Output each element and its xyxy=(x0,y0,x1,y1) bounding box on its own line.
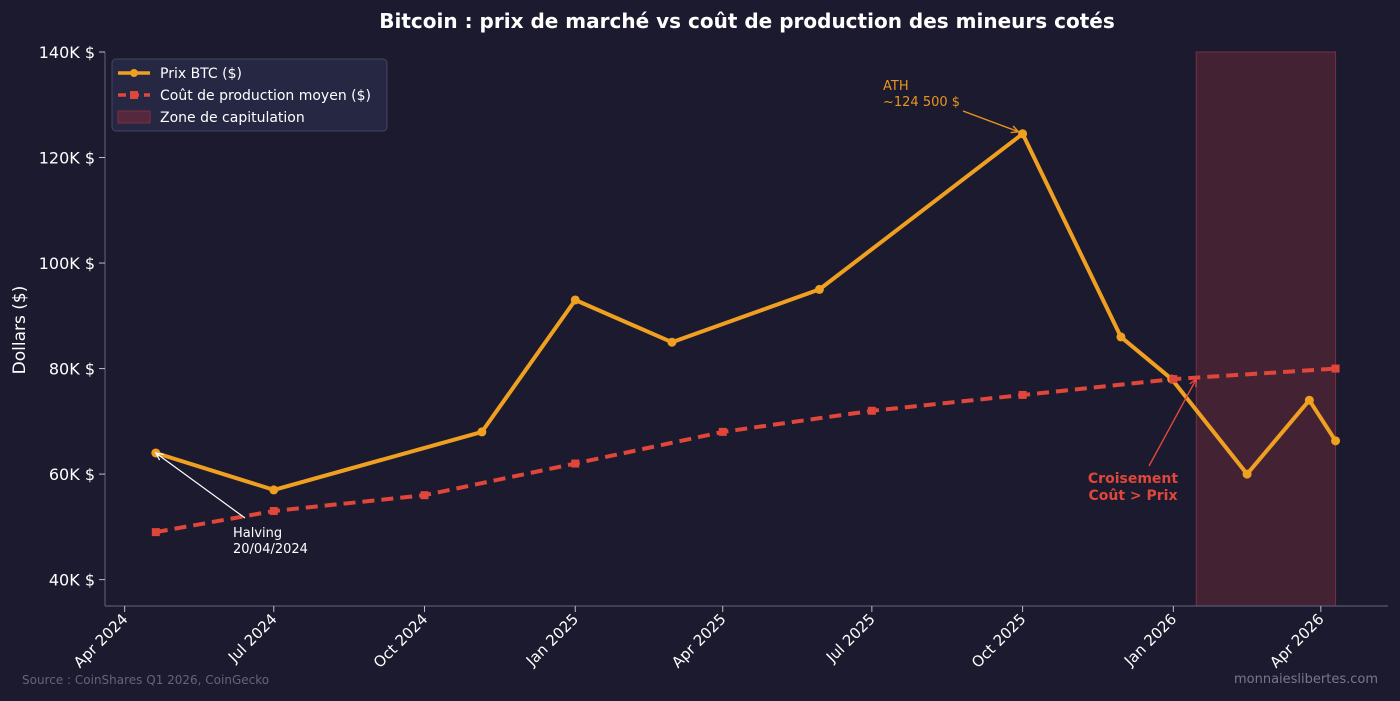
data-point xyxy=(571,459,580,468)
annotation-arrowhead xyxy=(154,452,164,461)
data-point xyxy=(420,491,429,500)
data-point xyxy=(867,406,876,415)
y-axis-label: Dollars ($) xyxy=(10,286,30,375)
y-tick-label: 140K $ xyxy=(39,43,95,62)
data-point xyxy=(269,507,278,516)
data-point xyxy=(1018,390,1027,399)
legend-marker xyxy=(130,69,138,77)
y-tick-label: 60K $ xyxy=(49,465,95,484)
annotation-halving: Halving 20/04/2024 xyxy=(233,526,308,557)
data-point xyxy=(718,427,727,436)
data-point xyxy=(1331,364,1340,373)
annotation-arrow xyxy=(962,110,1019,133)
legend-swatch-zone xyxy=(117,110,151,124)
y-tick-label: 120K $ xyxy=(39,149,95,168)
annotation-line: ~124 500 $ xyxy=(883,95,960,110)
data-point xyxy=(814,284,824,294)
legend: Prix BTC ($) Coût de production moyen ($)… xyxy=(111,58,388,132)
annotation-arrowhead xyxy=(1189,377,1198,388)
legend-marker xyxy=(130,91,138,99)
annotation-line: Coût > Prix xyxy=(1088,488,1177,504)
data-point xyxy=(570,295,580,305)
data-point xyxy=(1304,395,1314,405)
annotation-line: Croisement xyxy=(1088,471,1178,487)
data-point xyxy=(1331,436,1341,446)
capitulation-zone xyxy=(1195,51,1337,607)
data-point xyxy=(1169,375,1178,384)
data-point xyxy=(667,337,677,347)
y-tick-label: 40K $ xyxy=(49,571,95,590)
data-point xyxy=(1018,129,1028,139)
annotation-arrow xyxy=(155,452,246,519)
data-point xyxy=(269,485,279,495)
legend-box xyxy=(111,58,388,132)
series-layer xyxy=(151,129,1341,537)
annotation-line: Halving xyxy=(233,526,282,541)
chart-title: Bitcoin : prix de marché vs coût de prod… xyxy=(379,9,1114,33)
legend-label: Zone de capitulation xyxy=(160,110,305,126)
data-point xyxy=(151,528,160,537)
data-point xyxy=(1242,469,1252,479)
y-tick-label: 80K $ xyxy=(49,360,95,379)
data-point xyxy=(477,427,487,437)
annotation-cross: Croisement Coût > Prix xyxy=(1088,471,1178,504)
annotation-arrowhead xyxy=(1010,125,1021,134)
legend-label: Prix BTC ($) xyxy=(160,66,242,82)
annotation-line: 20/04/2024 xyxy=(233,542,308,557)
source-note: Source : CoinShares Q1 2026, CoinGecko xyxy=(22,673,269,687)
brand-note: monnaieslibertes.com xyxy=(1234,672,1378,687)
annotation-arrow xyxy=(1148,378,1197,467)
y-tick-label: 100K $ xyxy=(39,254,95,273)
annotation-ath: ATH ~124 500 $ xyxy=(883,79,960,110)
data-point xyxy=(1116,332,1126,342)
capitulation-zone-layer xyxy=(1195,51,1337,607)
series-line-prix-btc xyxy=(155,131,1338,492)
legend-label: Coût de production moyen ($) xyxy=(160,88,371,104)
annotation-line: ATH xyxy=(883,79,909,94)
annotations-layer: ATH ~124 500 $ Halving 20/04/2024 Croisement… xyxy=(154,79,1198,557)
